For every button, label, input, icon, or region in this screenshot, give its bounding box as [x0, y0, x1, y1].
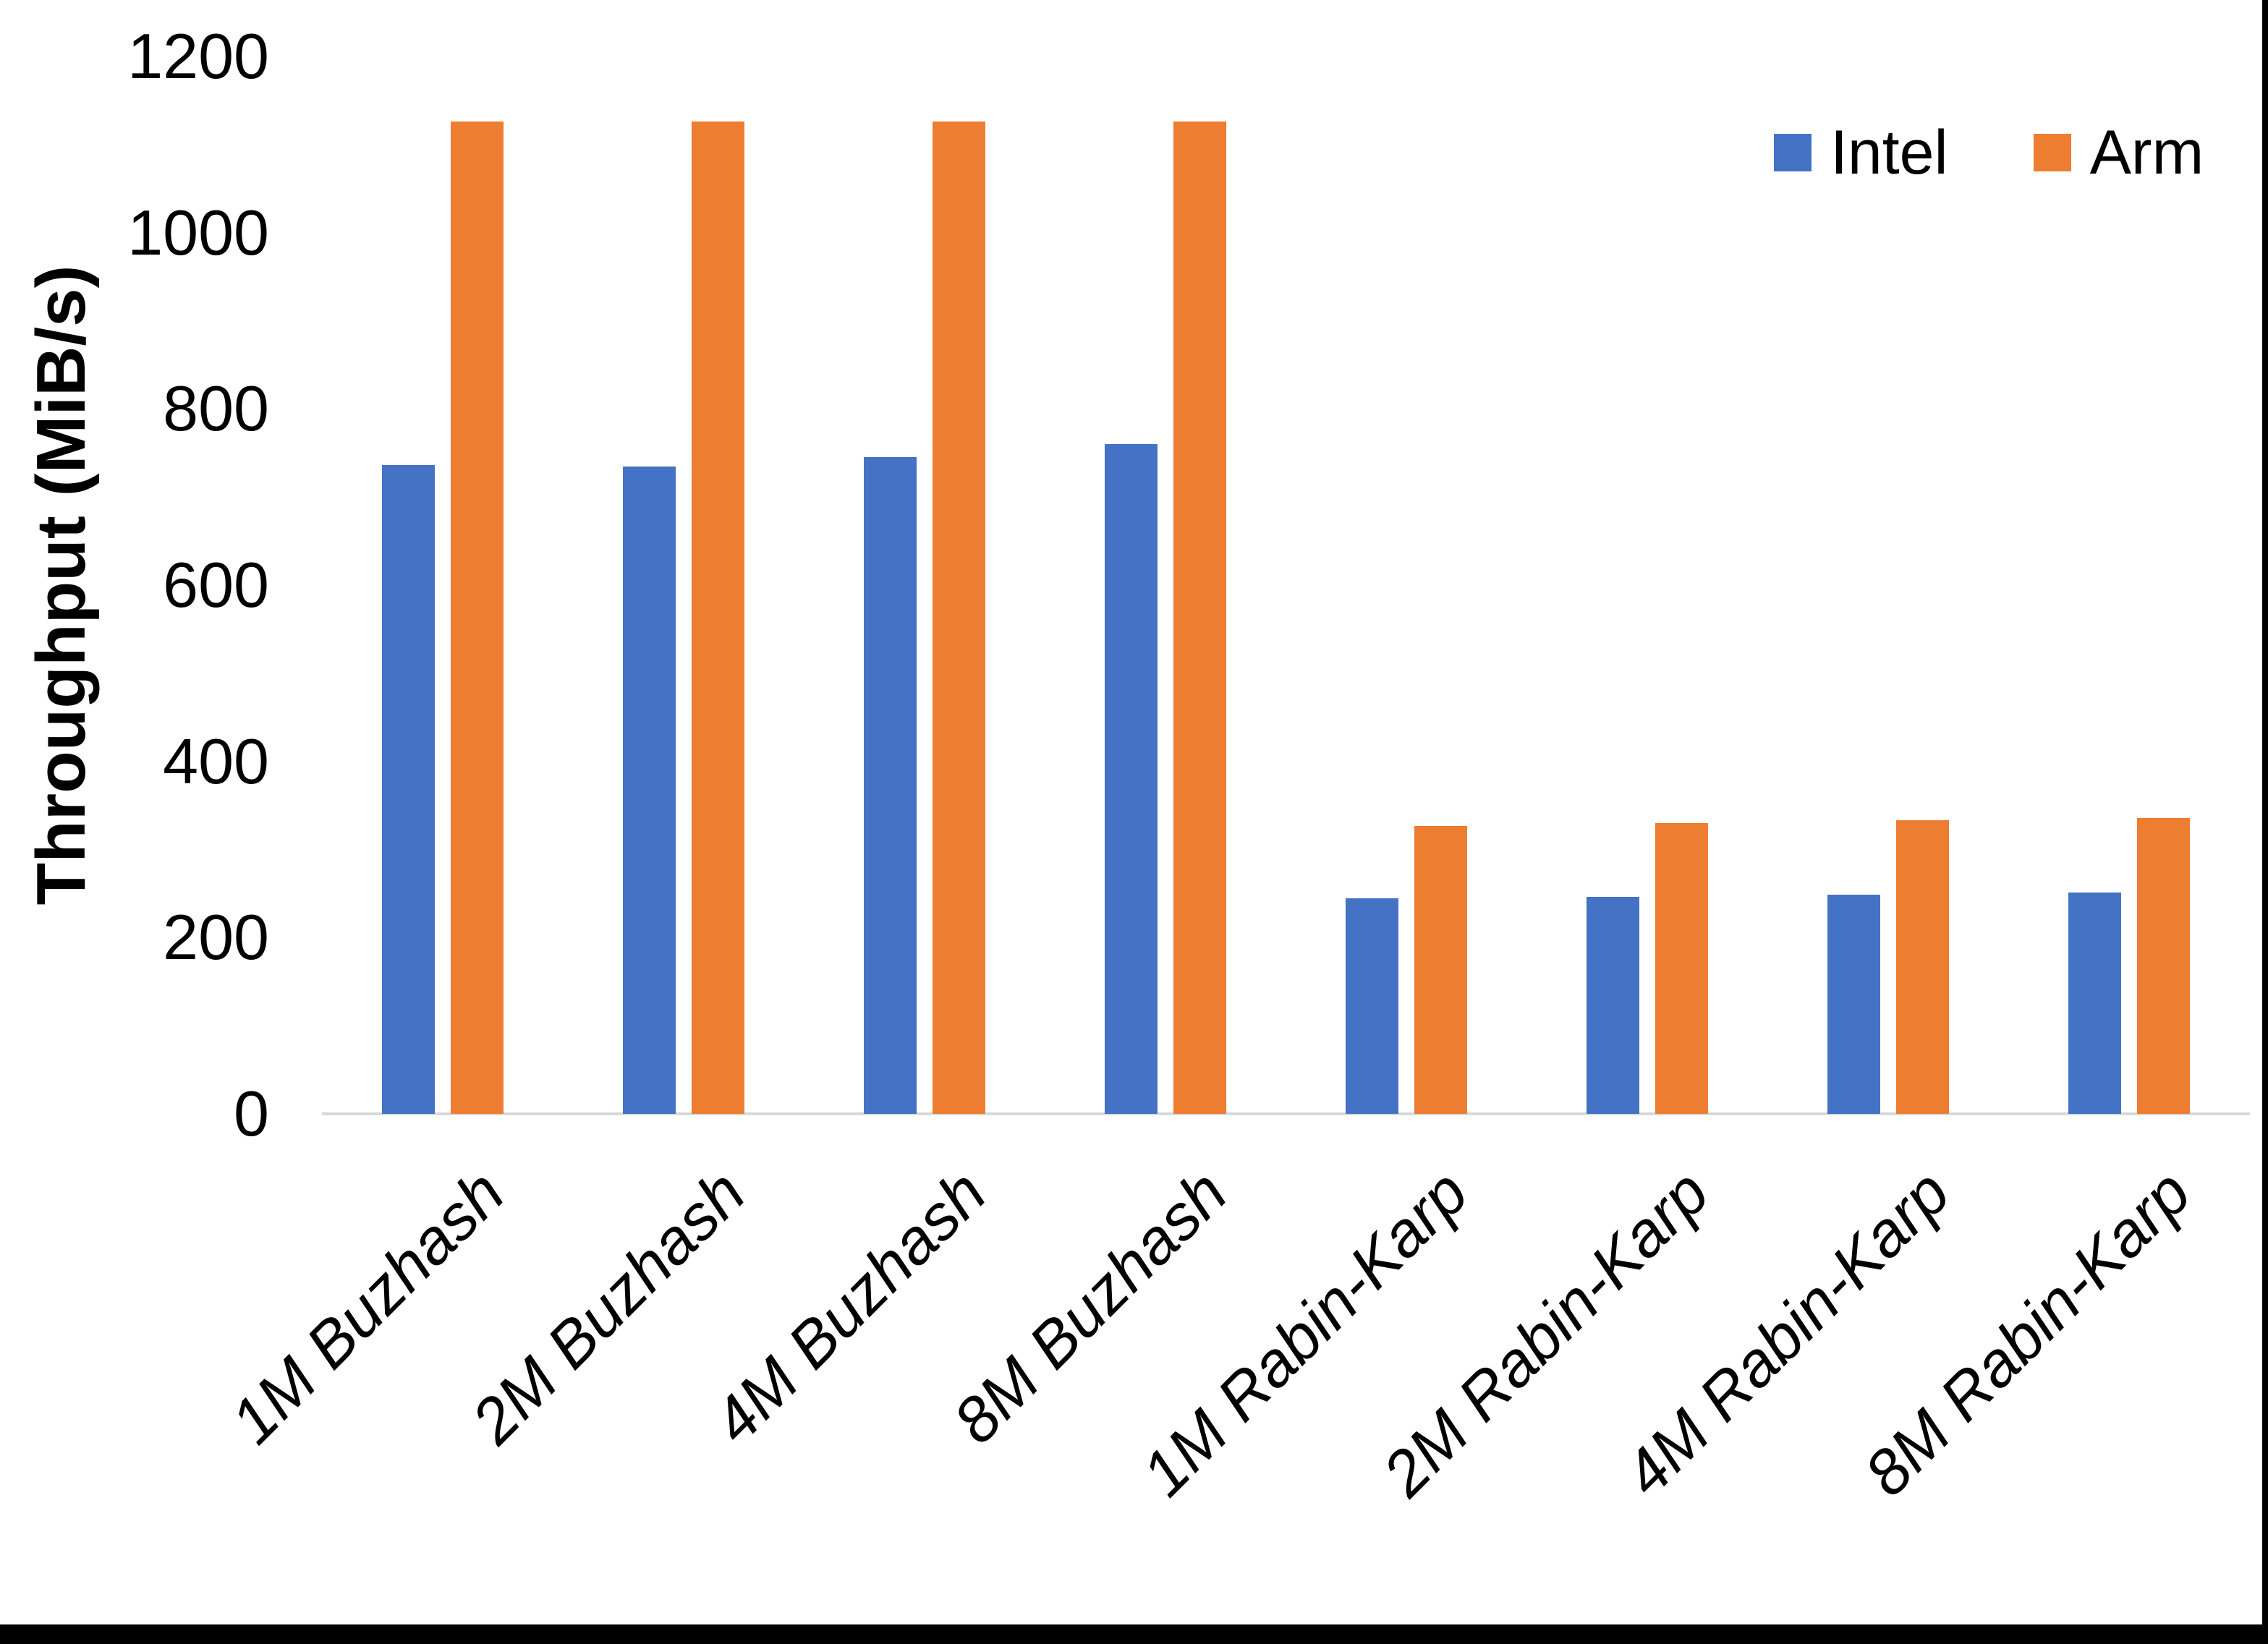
- y-tick-label-1000: 1000: [127, 197, 269, 268]
- bar-intel-7: [1827, 895, 1880, 1114]
- bar-arm-7: [1896, 820, 1949, 1114]
- window-edge-bottom: [0, 1624, 2268, 1644]
- legend-swatch-intel: [1774, 134, 1812, 171]
- bar-intel-3: [864, 457, 917, 1114]
- bar-intel-2: [623, 467, 676, 1114]
- legend: Intel Arm: [1774, 122, 2204, 184]
- bar-intel-5: [1346, 898, 1398, 1114]
- legend-entry-arm: Arm: [2033, 118, 2204, 187]
- bar-intel-4: [1105, 444, 1158, 1114]
- plot-area: [322, 56, 2250, 1115]
- y-tick-label-1200: 1200: [127, 20, 269, 92]
- x-axis-line: [322, 1112, 2250, 1115]
- y-tick-label-600: 600: [163, 549, 269, 621]
- bar-intel-1: [382, 465, 435, 1114]
- bar-arm-2: [692, 122, 744, 1114]
- legend-swatch-arm: [2033, 134, 2071, 171]
- y-tick-label-800: 800: [163, 372, 269, 444]
- bar-arm-1: [451, 122, 504, 1114]
- window-edge-right: [2262, 0, 2268, 1644]
- legend-label-arm: Arm: [2089, 118, 2204, 187]
- y-tick-label-200: 200: [163, 901, 269, 973]
- x-category-label-1: 1M Buzhash: [216, 1156, 518, 1457]
- bar-intel-6: [1587, 897, 1639, 1114]
- legend-entry-intel: Intel: [1774, 122, 1948, 184]
- bar-arm-3: [933, 122, 985, 1114]
- bar-arm-8: [2137, 818, 2190, 1114]
- bar-arm-5: [1414, 826, 1467, 1114]
- bar-intel-8: [2068, 893, 2121, 1114]
- y-tick-label-0: 0: [234, 1078, 269, 1149]
- legend-label-intel: Intel: [1830, 118, 1948, 187]
- y-tick-label-400: 400: [163, 725, 269, 797]
- bar-arm-4: [1173, 122, 1226, 1114]
- bar-arm-6: [1655, 823, 1708, 1114]
